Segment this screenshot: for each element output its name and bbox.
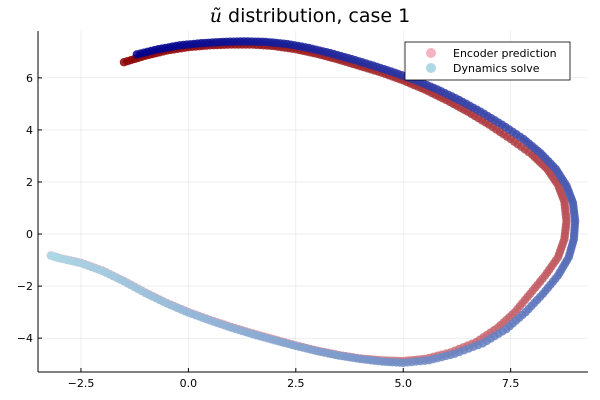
series-0	[46, 40, 571, 366]
axes	[37, 31, 588, 373]
legend-marker	[426, 63, 436, 73]
series-point	[46, 251, 56, 260]
legend-marker	[426, 48, 436, 58]
y-tick-label: −4	[17, 332, 33, 345]
legend: Encoder prediction Dynamics solve	[404, 41, 571, 81]
x-tick-label: 7.5	[502, 377, 520, 390]
tick-labels: −2.5 0.0 2.5 5.0 7.5 −4 −2 0 2 4 6	[17, 72, 520, 390]
series-layer	[46, 37, 580, 368]
x-tick-label: 2.5	[287, 377, 305, 390]
y-tick-label: −2	[17, 280, 33, 293]
x-tick-label: −2.5	[68, 377, 95, 390]
legend-label: Dynamics solve	[453, 62, 540, 75]
y-tick-label: 2	[26, 176, 33, 189]
legend-label: Encoder prediction	[453, 47, 557, 60]
chart-title-text: distribution, case 1	[222, 5, 410, 27]
chart-title-math: ũ	[210, 5, 222, 27]
y-tick-label: 6	[26, 72, 33, 85]
y-tick-label: 0	[26, 228, 33, 241]
chart-title: ũ distribution, case 1	[210, 5, 410, 27]
series-1	[46, 37, 580, 368]
x-tick-label: 0.0	[180, 377, 198, 390]
x-tick-label: 5.0	[394, 377, 412, 390]
y-tick-label: 4	[26, 124, 33, 137]
